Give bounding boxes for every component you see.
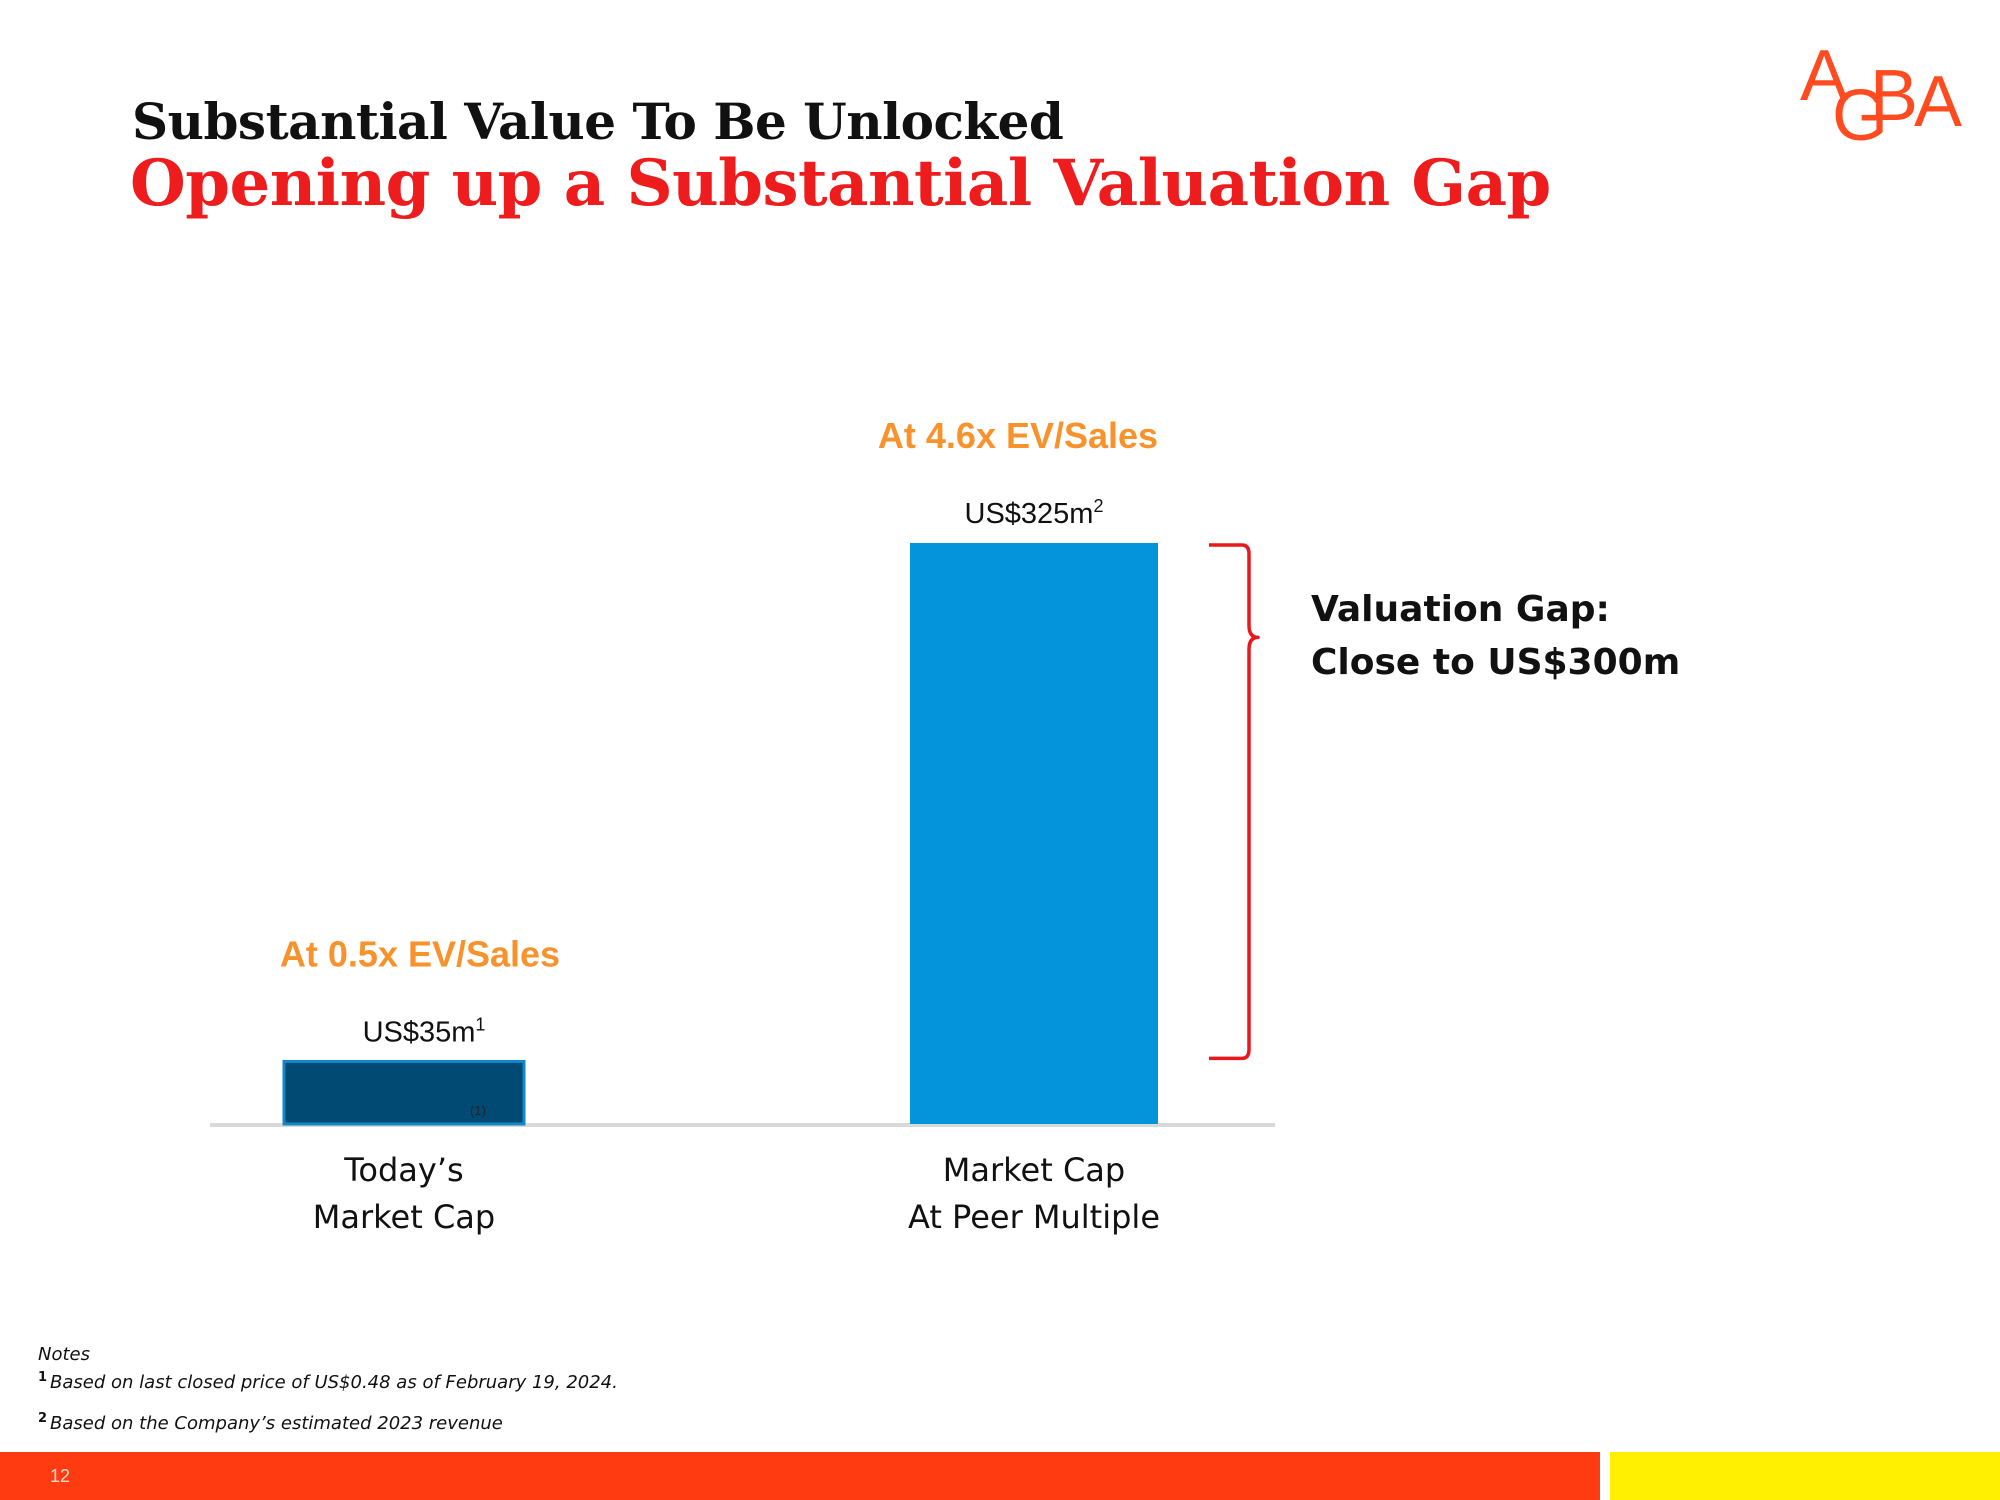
multiple-label-1: At 0.5x EV/Sales — [280, 933, 560, 974]
value-label-2-marker: 2 — [1093, 496, 1103, 516]
value-label-1-marker: 1 — [475, 1014, 485, 1034]
company-logo: A G B A — [1800, 40, 1970, 155]
footer-bar-red — [0, 1452, 1600, 1500]
note-2-marker: 2 — [38, 1411, 48, 1427]
notes-heading: Notes — [38, 1344, 90, 1365]
footer-bar-yellow — [1610, 1452, 2000, 1500]
bar-2 — [910, 543, 1158, 1124]
notes-section: Notes 1 Based on last closed price of US$… — [38, 1344, 618, 1435]
valuation-gap-label-line-1: Valuation Gap: — [1311, 589, 1610, 630]
category-label-1-line-2: Market Cap — [313, 1198, 495, 1236]
page-number: 12 — [50, 1466, 71, 1486]
valuation-gap-label-line-2: Close to US$300m — [1311, 642, 1680, 683]
valuation-gap-brace — [1209, 543, 1260, 1061]
logo-letter-a1: A — [1800, 36, 1849, 116]
bar-1 — [282, 1059, 526, 1126]
logo-letter-a2: A — [1914, 62, 1963, 142]
logo-letter-g: G — [1832, 76, 1889, 156]
valuation-chart: US$35m1 At 0.5x EV/Sales Today’s Market Cap… — [210, 415, 1680, 1236]
category-label-1-line-1: Today’s — [343, 1151, 463, 1189]
note-2-text: Based on the Company’s estimated 2023 re… — [50, 1413, 503, 1435]
note-2: 2 Based on the Company’s estimated 2023 r… — [38, 1411, 618, 1435]
value-label-2: US$325m2 — [965, 496, 1104, 530]
note-1: 1 Based on last closed price of US$0.48 a… — [38, 1370, 618, 1394]
bar-1-note: (1) — [470, 1103, 486, 1118]
multiple-label-2: At 4.6x EV/Sales — [878, 415, 1158, 456]
note-1-text: Based on last closed price of US$0.48 as… — [50, 1371, 618, 1393]
slide-title: Substantial Value To Be Unlocked — [132, 92, 1064, 151]
value-label-1: US$35m1 — [363, 1014, 486, 1048]
slide-subtitle: Opening up a Substantial Valuation Gap — [130, 146, 1551, 221]
category-label-2-line-1: Market Cap — [943, 1151, 1125, 1189]
logo-letter-b: B — [1870, 56, 1919, 136]
note-1-marker: 1 — [38, 1369, 48, 1385]
category-label-2-line-2: At Peer Multiple — [908, 1198, 1160, 1236]
